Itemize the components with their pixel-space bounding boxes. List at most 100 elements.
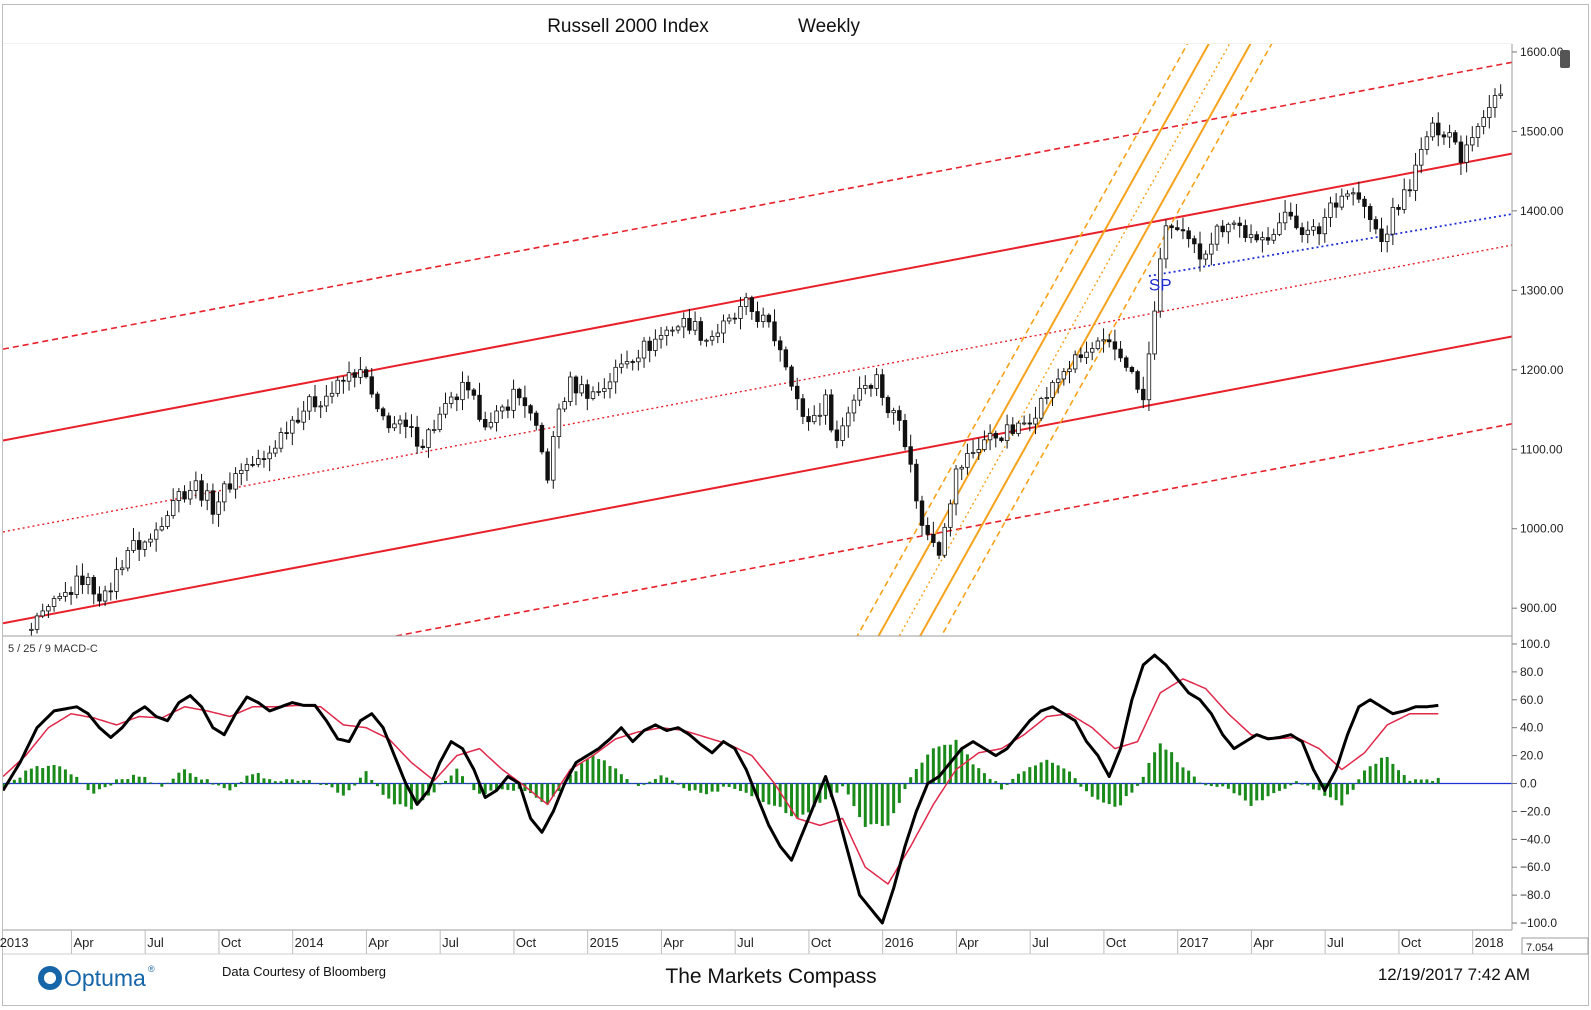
histogram-bar [12, 779, 16, 784]
histogram-bar [1068, 771, 1072, 784]
candle-body [216, 501, 221, 515]
value-readout: 7.054 [1526, 942, 1554, 954]
candle-body [613, 366, 618, 383]
candle-body [1436, 122, 1441, 136]
outer-border [2, 4, 1589, 1006]
histogram-bar [965, 754, 969, 784]
scale-lock-icon[interactable] [1560, 50, 1570, 68]
histogram-bar [313, 782, 317, 784]
candle-body [471, 389, 477, 396]
histogram-bar [364, 771, 368, 784]
candle-body [704, 339, 709, 342]
histogram-bar [1238, 783, 1242, 796]
candle-body [1413, 164, 1418, 191]
candle-body [267, 452, 272, 460]
candle-body [1033, 417, 1038, 425]
candle-body [721, 320, 726, 334]
x-tick-label: Jul [442, 935, 459, 950]
y-axis[interactable]: 1600.00 1500.00 1400.00 1300.00 1200.00 1100.… [1511, 44, 1570, 930]
histogram-bar [461, 776, 465, 784]
candle-body [256, 458, 261, 465]
candle-body [363, 369, 369, 378]
candle-body [999, 437, 1004, 441]
histogram-bar [120, 779, 124, 784]
histogram-bar [1107, 783, 1111, 805]
candle-body [1186, 230, 1191, 240]
candle-body [817, 414, 823, 417]
candle-body [619, 363, 624, 368]
histogram-bar [29, 768, 33, 784]
candle-body [948, 503, 953, 528]
optuma-logo-text: Optuma [64, 965, 146, 991]
candle-body [284, 432, 289, 434]
candle-body [494, 410, 499, 424]
optuma-logo[interactable]: Optuma ® [38, 964, 155, 991]
candle-body [205, 490, 210, 501]
candle-body [590, 391, 596, 399]
price-tick-label: 1200.00 [1520, 363, 1564, 377]
histogram-bar [1368, 766, 1372, 784]
candle-body [222, 483, 227, 503]
histogram-bar [131, 774, 135, 784]
histogram-bar [1425, 779, 1429, 784]
histogram-bar [69, 774, 73, 784]
candle-body [738, 306, 743, 319]
candle-body [148, 538, 153, 543]
candle-body [1453, 132, 1458, 143]
histogram-bar [512, 783, 516, 791]
candle-body [562, 401, 567, 410]
histogram-bar [784, 783, 788, 814]
candle-body [301, 410, 306, 423]
candle-body [1362, 198, 1367, 207]
candle-body [443, 403, 448, 415]
histogram-bar [1408, 780, 1412, 784]
histogram-bar [24, 770, 28, 784]
histogram-bar [358, 777, 362, 784]
x-axis[interactable]: 2013 Apr Jul Oct 2014 Apr Jul Oct 2015 Apr Jul Oct 2… [0, 929, 1588, 955]
histogram-bar [75, 776, 79, 784]
histogram-bar [449, 775, 453, 784]
histogram-bar [455, 768, 459, 784]
histogram-bar [1436, 777, 1440, 784]
candle-body [1390, 206, 1396, 235]
candle-body [936, 542, 942, 556]
candle-body [352, 372, 357, 378]
histogram-bar [846, 783, 850, 795]
histogram-bar [738, 783, 742, 791]
candle-body [976, 449, 981, 453]
candle-body [1402, 189, 1407, 210]
price-panel[interactable]: SP [3, 0, 1512, 895]
candle-body [897, 410, 902, 421]
histogram-bar [977, 768, 981, 784]
candle-body [1481, 117, 1486, 127]
histogram-bar [375, 783, 379, 787]
candle-body [891, 410, 896, 414]
candle-body [1135, 371, 1140, 390]
candle-body [846, 412, 851, 427]
candle-body [1498, 93, 1503, 96]
x-tick-label: Apr [1253, 935, 1274, 950]
histogram-bar [1011, 778, 1015, 784]
candle-body [1470, 137, 1475, 146]
candle-body [295, 419, 301, 423]
candle-body [551, 436, 556, 481]
x-tick-label: 2014 [295, 935, 324, 950]
macd-tick-label: 60.0 [1520, 693, 1544, 707]
histogram-bar [387, 783, 391, 799]
histogram-bar [1255, 783, 1259, 801]
macd-tick-label: 20.0 [1520, 749, 1544, 763]
histogram-bar [1039, 762, 1043, 784]
candle-body [511, 388, 516, 411]
histogram-bar [466, 783, 470, 785]
candle-body [914, 463, 919, 502]
histogram-bar [1056, 765, 1060, 784]
macd-panel[interactable]: 5 / 25 / 9 MACD-C [2, 637, 1513, 930]
histogram-bar [897, 783, 901, 803]
candle-body [664, 329, 669, 336]
histogram-bar [727, 783, 731, 788]
candle-body [1061, 371, 1067, 380]
histogram-bar [1028, 767, 1032, 784]
x-tick-label: Apr [663, 935, 684, 950]
candle-body [125, 550, 131, 569]
histogram-bar [1141, 776, 1145, 784]
